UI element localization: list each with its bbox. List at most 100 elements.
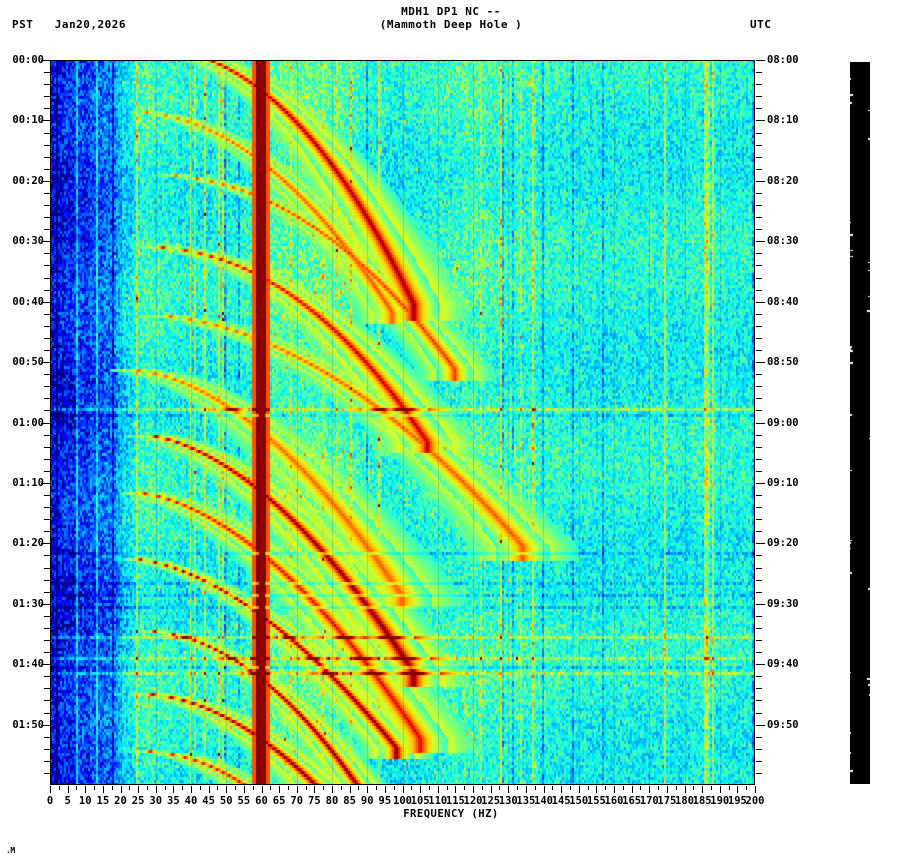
axis-tick — [756, 386, 762, 387]
timezone-right-label: UTC — [750, 18, 772, 31]
y-axis-label-pst: 01:30 — [12, 598, 44, 610]
x-axis-label: 55 — [237, 795, 251, 807]
x-axis-label: 200 — [745, 795, 765, 807]
spectrogram-canvas[interactable] — [50, 60, 755, 785]
axis-tick — [297, 786, 298, 793]
axis-tick — [455, 786, 456, 793]
axis-tick — [420, 786, 421, 793]
axis-tick — [253, 786, 254, 790]
axis-tick — [262, 786, 263, 793]
axis-tick — [482, 786, 483, 790]
y-axis-label-utc: 08:40 — [767, 296, 799, 308]
x-axis-label: 145 — [551, 795, 571, 807]
axis-tick — [579, 786, 580, 793]
axis-tick — [756, 133, 762, 134]
axis-tick — [756, 410, 762, 411]
axis-tick — [182, 786, 183, 790]
header-left-timezone-date: PST Jan20,2026 — [12, 18, 126, 31]
axis-tick — [191, 786, 192, 793]
y-axis-label-pst: 01:50 — [12, 719, 44, 731]
axis-tick — [217, 786, 218, 790]
axis-tick — [756, 241, 765, 242]
axis-tick — [570, 786, 571, 790]
timezone-left-label: PST — [12, 18, 34, 31]
axis-tick — [756, 459, 762, 460]
x-axis-label: 135 — [516, 795, 536, 807]
axis-tick — [720, 786, 721, 793]
y-axis-label-pst: 01:40 — [12, 658, 44, 670]
axis-tick — [156, 786, 157, 793]
axis-tick — [756, 229, 762, 230]
date-label: Jan20,2026 — [54, 18, 126, 31]
axis-tick — [756, 725, 765, 726]
axis-tick — [756, 688, 762, 689]
axis-tick — [756, 761, 762, 762]
axis-tick — [756, 72, 762, 73]
spectrogram-plot-area[interactable] — [50, 60, 755, 785]
x-axis-label: 125 — [481, 795, 501, 807]
axis-tick — [50, 786, 51, 793]
axis-tick — [588, 786, 589, 790]
x-axis-label: 10 — [78, 795, 92, 807]
axis-tick — [756, 157, 762, 158]
axis-tick — [385, 786, 386, 793]
x-axis-label: 45 — [202, 795, 215, 807]
axis-tick — [756, 447, 762, 448]
x-axis-label: 120 — [463, 795, 483, 807]
x-axis-label: 195 — [727, 795, 747, 807]
x-axis-label: 140 — [534, 795, 553, 807]
y-axis-label-pst: 00:20 — [12, 175, 44, 187]
axis-tick — [526, 786, 527, 793]
axis-tick — [41, 725, 50, 726]
axis-tick — [756, 773, 762, 774]
axis-tick — [41, 241, 50, 242]
axis-tick — [605, 786, 606, 790]
y-axis-label-utc: 08:00 — [767, 54, 799, 66]
axis-tick — [596, 786, 597, 793]
axis-tick — [756, 700, 762, 701]
axis-tick — [658, 786, 659, 790]
axis-tick — [288, 786, 289, 790]
axis-tick — [756, 652, 762, 653]
x-axis-label: 150 — [569, 795, 589, 807]
axis-tick — [756, 737, 762, 738]
y-axis-label-pst: 00:40 — [12, 296, 44, 308]
axis-tick — [41, 423, 50, 424]
axis-tick — [376, 786, 377, 790]
y-axis-label-utc: 09:00 — [767, 417, 799, 429]
axis-tick — [200, 786, 201, 790]
y-axis-label-pst: 01:10 — [12, 477, 44, 489]
axis-tick — [614, 786, 615, 793]
axis-tick — [129, 786, 130, 790]
axis-tick — [517, 786, 518, 790]
page-title: MDH1 DP1 NC -- — [401, 5, 501, 18]
x-axis-label: 165 — [622, 795, 642, 807]
y-axis-label-utc: 08:30 — [767, 235, 799, 247]
axis-tick — [756, 664, 765, 665]
axis-tick — [508, 786, 509, 793]
axis-tick — [756, 181, 765, 182]
x-axis-label: 15 — [96, 795, 110, 807]
axis-tick — [68, 786, 69, 793]
x-axis-label: 40 — [184, 795, 198, 807]
axis-tick — [756, 471, 762, 472]
axis-tick — [676, 786, 677, 790]
axis-tick — [756, 398, 762, 399]
x-axis-label: 105 — [410, 795, 430, 807]
axis-tick — [429, 786, 430, 790]
x-axis-label: 175 — [657, 795, 677, 807]
axis-tick — [464, 786, 465, 790]
axis-tick — [394, 786, 395, 790]
axis-tick — [41, 60, 50, 61]
axis-tick — [561, 786, 562, 793]
axis-tick — [226, 786, 227, 793]
saturation-column — [850, 62, 870, 784]
axis-tick — [491, 786, 492, 793]
corner-mark: .M — [6, 846, 15, 855]
axis-tick — [41, 181, 50, 182]
y-axis-label-utc: 09:30 — [767, 598, 799, 610]
axis-tick — [649, 786, 650, 793]
axis-tick — [729, 786, 730, 790]
x-axis-label: 5 — [64, 795, 71, 807]
